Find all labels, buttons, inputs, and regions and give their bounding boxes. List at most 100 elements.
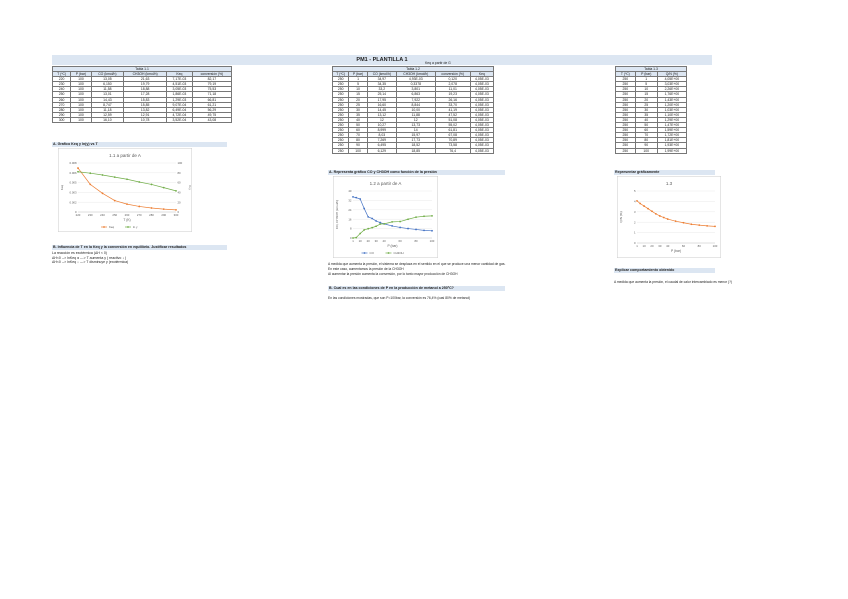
table-row: 230 100 6,150 19,79 4,51E-03 79,19 bbox=[51, 81, 233, 88]
y2-tick-label: 20 bbox=[178, 200, 182, 204]
table-cell: 100 bbox=[70, 86, 92, 93]
x-tick-label: 80 bbox=[414, 239, 418, 243]
section-b1-header: B. Influencia de T en la Keq y la conver… bbox=[52, 245, 227, 250]
table-cell: 66,81 bbox=[191, 96, 233, 103]
table-cell: 73,58 bbox=[434, 142, 471, 149]
table-cell: 100 bbox=[634, 147, 658, 154]
table-row: 240 100 11,58 18,88 3,05E-03 75,53 bbox=[51, 86, 233, 93]
x-tick-label: 280 bbox=[149, 213, 154, 217]
table-cell: 55,02 bbox=[434, 122, 471, 129]
column-header: T (ºC) bbox=[331, 71, 350, 78]
table-cell: 4,05E-03 bbox=[469, 142, 495, 149]
data-point bbox=[352, 237, 354, 239]
data-point bbox=[138, 181, 141, 183]
table-cell: 4,05E-03 bbox=[469, 116, 495, 124]
table-cell: 13,12 bbox=[366, 111, 397, 118]
table-cell: 60 bbox=[348, 127, 368, 134]
table-cell: 250 bbox=[331, 127, 350, 134]
data-point bbox=[399, 226, 401, 229]
column-header: conversión (%) bbox=[434, 71, 471, 78]
table-cell: 16,10 bbox=[90, 116, 125, 124]
table-cell: 11,01 bbox=[434, 86, 471, 93]
x-tick-label: 20 bbox=[367, 239, 371, 243]
data-point bbox=[399, 220, 401, 223]
y-tick-label: 0.006 bbox=[70, 171, 77, 175]
data-point bbox=[391, 225, 394, 227]
x-tick-label: 10 bbox=[359, 239, 363, 243]
table-row: 220 100 13,05 21,63 7,17E-03 82,17 bbox=[51, 76, 233, 83]
table-cell: 250 bbox=[331, 111, 350, 118]
table-cell: 250 bbox=[331, 86, 350, 93]
table-row: 250 100 1,99E+00 bbox=[615, 147, 688, 154]
text-line: ΔH<0 --> lnKeq α ---> T aumenta y ( reac… bbox=[52, 255, 127, 260]
text-b3: A medida que aumenta la presión, el caud… bbox=[614, 280, 733, 284]
data-point bbox=[150, 207, 153, 209]
table-row: 250 60 8,999 14 61,81 4,05E-03 bbox=[331, 127, 495, 134]
table-cell: 8,03 bbox=[366, 132, 397, 139]
table-cell: 10,78 bbox=[123, 116, 168, 124]
data-point bbox=[682, 221, 685, 224]
y-tick-label: 4 bbox=[634, 200, 636, 204]
table-row: 250 100 13,01 17,28 1,86E-03 71,18 bbox=[51, 91, 233, 98]
table-cell: 18,85 bbox=[395, 147, 436, 154]
table-cell: 5 bbox=[348, 81, 368, 88]
table-cell: 15 bbox=[348, 91, 368, 98]
data-point bbox=[175, 208, 177, 211]
table-row: 250 60 1,59E+00 bbox=[615, 127, 688, 134]
data-point bbox=[89, 172, 92, 175]
data-point bbox=[150, 183, 153, 186]
y-tick-label: 0 bbox=[350, 236, 352, 240]
table-cell: 10,27 bbox=[366, 122, 397, 129]
x-tick-label: 100 bbox=[430, 239, 435, 243]
table-row: 250 50 1,47E+00 bbox=[615, 122, 688, 129]
legend-label: Keq bbox=[109, 225, 115, 229]
table-cell: 61,81 bbox=[434, 127, 471, 134]
data-point bbox=[375, 220, 378, 222]
text-b2: En las condiciones mostradas, que son P=… bbox=[328, 296, 471, 300]
y-tick-label: 0.002 bbox=[70, 200, 77, 204]
y-tick-label: 0.003 bbox=[70, 191, 77, 195]
table-row: 250 30 14,45 10,00 41,19 4,05E-03 bbox=[331, 106, 495, 113]
table-cell: 4,05E+00 bbox=[656, 76, 688, 83]
table-row: 280 100 11,18 13,82 6,49E-04 56,29 bbox=[51, 106, 233, 113]
table-row: 250 30 1,03E+00 bbox=[615, 106, 688, 113]
table-cell: 25,14 bbox=[366, 91, 397, 98]
table-cell: 4,05E-03 bbox=[469, 106, 495, 113]
table-row: 250 80 1,81E+00 bbox=[615, 137, 688, 144]
table-cell: 300 bbox=[51, 116, 72, 124]
table-cell: 21,63 bbox=[123, 76, 168, 83]
table-cell: 30 bbox=[348, 106, 368, 113]
chart-frame bbox=[617, 176, 721, 258]
table-row: 250 1 34,97 4,93E-03 0,120 4,05E-03 bbox=[331, 76, 495, 83]
data-point bbox=[138, 205, 141, 208]
table-cell: 4,05E-03 bbox=[469, 101, 495, 108]
y-tick-label: 2 bbox=[634, 220, 636, 224]
y2-tick-label: 80 bbox=[178, 171, 182, 175]
table-cell: 250 bbox=[331, 106, 350, 113]
table-cell: 34,35 bbox=[366, 81, 397, 88]
y-tick-label: 0.005 bbox=[70, 181, 77, 185]
data-point bbox=[359, 198, 362, 200]
table-cell: 2,078 bbox=[434, 81, 471, 88]
data-point bbox=[355, 236, 358, 239]
text-line: En este caso, aumentamos la presión de l… bbox=[328, 267, 404, 271]
table-cell: 2,26E+00 bbox=[656, 86, 688, 93]
x-tick-label: 250 bbox=[112, 213, 117, 217]
y-axis-label: CO, CH3OH (kmol/h) bbox=[335, 200, 339, 229]
table-cell: 250 bbox=[331, 116, 350, 124]
x-tick-label: 40 bbox=[383, 239, 387, 243]
y-axis-label: Q/N (%) bbox=[619, 211, 623, 222]
data-point bbox=[113, 199, 116, 202]
table-cell: 4,05E-03 bbox=[469, 86, 495, 93]
data-point bbox=[698, 224, 701, 227]
data-point bbox=[379, 223, 382, 225]
data-point bbox=[175, 189, 177, 192]
table-cell: 71,18 bbox=[191, 91, 233, 98]
table-cell: 75,53 bbox=[191, 86, 233, 93]
y2-tick-label: 60 bbox=[178, 181, 182, 185]
table-cell: 250 bbox=[331, 81, 350, 88]
table-cell: 100 bbox=[70, 111, 92, 118]
column-header: Keq bbox=[469, 71, 495, 78]
table-cell: 4,05E-03 bbox=[469, 137, 495, 144]
